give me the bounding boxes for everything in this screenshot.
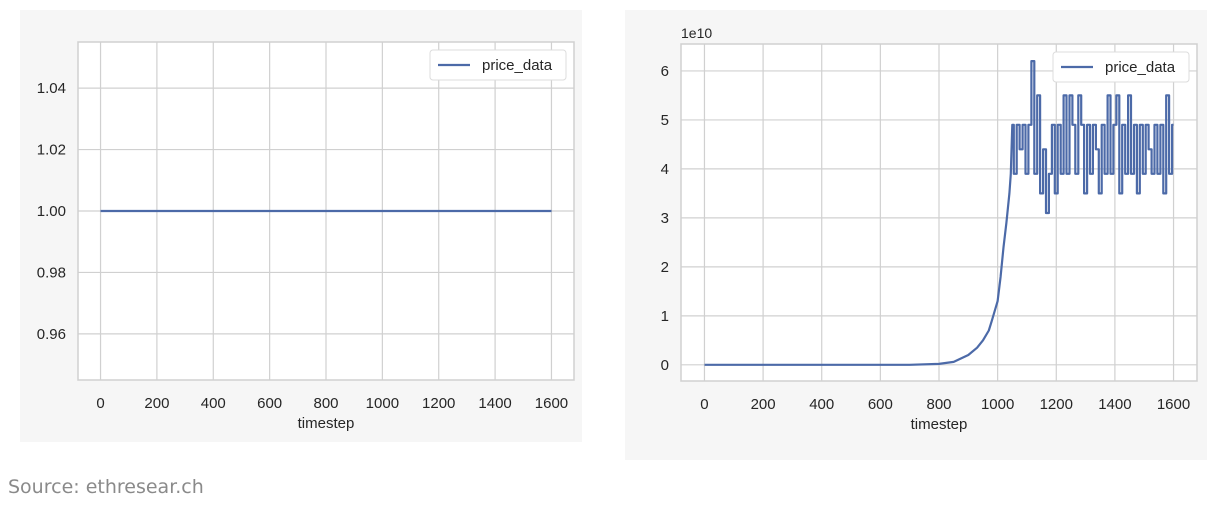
- y-tick-label: 0.96: [37, 326, 66, 343]
- x-tick-label: 1400: [1098, 396, 1131, 413]
- y-tick-label: 2: [661, 259, 669, 276]
- legend-box: [429, 49, 567, 81]
- y-tick-label: 0: [661, 357, 669, 374]
- x-tick-label: 600: [868, 396, 893, 413]
- x-tick-label: 1400: [478, 395, 511, 412]
- x-tick-label: 0: [700, 396, 708, 413]
- legend: price_data: [1052, 51, 1190, 83]
- legend-entry: price_data: [1105, 59, 1176, 76]
- x-axis-label: timestep: [911, 416, 968, 433]
- axes-frame: [77, 41, 575, 381]
- x-tick-label: 400: [809, 396, 834, 413]
- y-offset-label: 1e10: [681, 25, 712, 41]
- y-tick-label: 6: [661, 63, 669, 80]
- series-line-price_data: [704, 60, 1174, 366]
- x-tick-label: 1200: [1040, 396, 1073, 413]
- x-tick-label: 0: [96, 395, 104, 412]
- x-tick-label: 600: [257, 395, 282, 412]
- source-caption: Source: ethresear.ch: [8, 476, 204, 498]
- x-axis-label: timestep: [298, 415, 355, 432]
- x-tick-label: 1000: [981, 396, 1014, 413]
- axes-frame: [680, 43, 1198, 382]
- x-tick-label: 400: [201, 395, 226, 412]
- chart-constant-price: 0 200 400 600 800 1000 1200 1400 1600 0.96 0.98 1.0…: [20, 10, 582, 442]
- y-tick-label: 5: [661, 112, 669, 129]
- x-tick-label: 1000: [366, 395, 399, 412]
- y-tick-label: 4: [661, 161, 669, 178]
- y-tick-label: 0.98: [37, 264, 66, 281]
- y-tick-label: 1.02: [37, 142, 66, 159]
- y-tick-label: 1.04: [37, 80, 66, 97]
- x-tick-label: 800: [926, 396, 951, 413]
- y-tick-label: 1: [661, 308, 669, 325]
- legend: price_data: [429, 49, 567, 81]
- x-tick-label: 1600: [1157, 396, 1190, 413]
- legend-box: [1052, 51, 1190, 83]
- y-tick-label: 3: [661, 210, 669, 227]
- x-tick-label: 200: [144, 395, 169, 412]
- legend-entry: price_data: [482, 57, 553, 74]
- y-tick-label: 1.00: [37, 203, 66, 220]
- x-tick-label: 800: [313, 395, 338, 412]
- chart-exploding-price: 0 200 400 600 800 1000 1200 1400 1600 0 1 2 3 4 5 6 time…: [625, 10, 1207, 460]
- x-tick-label: 1200: [422, 395, 455, 412]
- x-tick-label: 1600: [535, 395, 568, 412]
- x-tick-label: 200: [751, 396, 776, 413]
